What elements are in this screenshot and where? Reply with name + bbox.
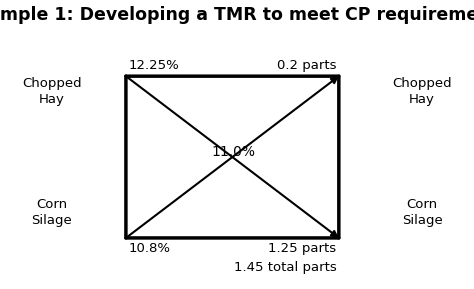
Text: 1.25 parts: 1.25 parts bbox=[268, 242, 337, 255]
Text: 12.25%: 12.25% bbox=[128, 59, 179, 72]
Text: 11.0%: 11.0% bbox=[211, 145, 255, 159]
Text: 10.8%: 10.8% bbox=[128, 242, 170, 255]
Text: 1.45 total parts: 1.45 total parts bbox=[234, 261, 337, 274]
Text: Chopped
Hay: Chopped Hay bbox=[392, 77, 452, 106]
Text: Corn
Silage: Corn Silage bbox=[402, 198, 443, 227]
Text: Corn
Silage: Corn Silage bbox=[31, 198, 72, 227]
Text: Chopped
Hay: Chopped Hay bbox=[22, 77, 82, 106]
Title: Example 1: Developing a TMR to meet CP requirements: Example 1: Developing a TMR to meet CP r… bbox=[0, 5, 474, 24]
Text: 0.2 parts: 0.2 parts bbox=[277, 59, 337, 72]
